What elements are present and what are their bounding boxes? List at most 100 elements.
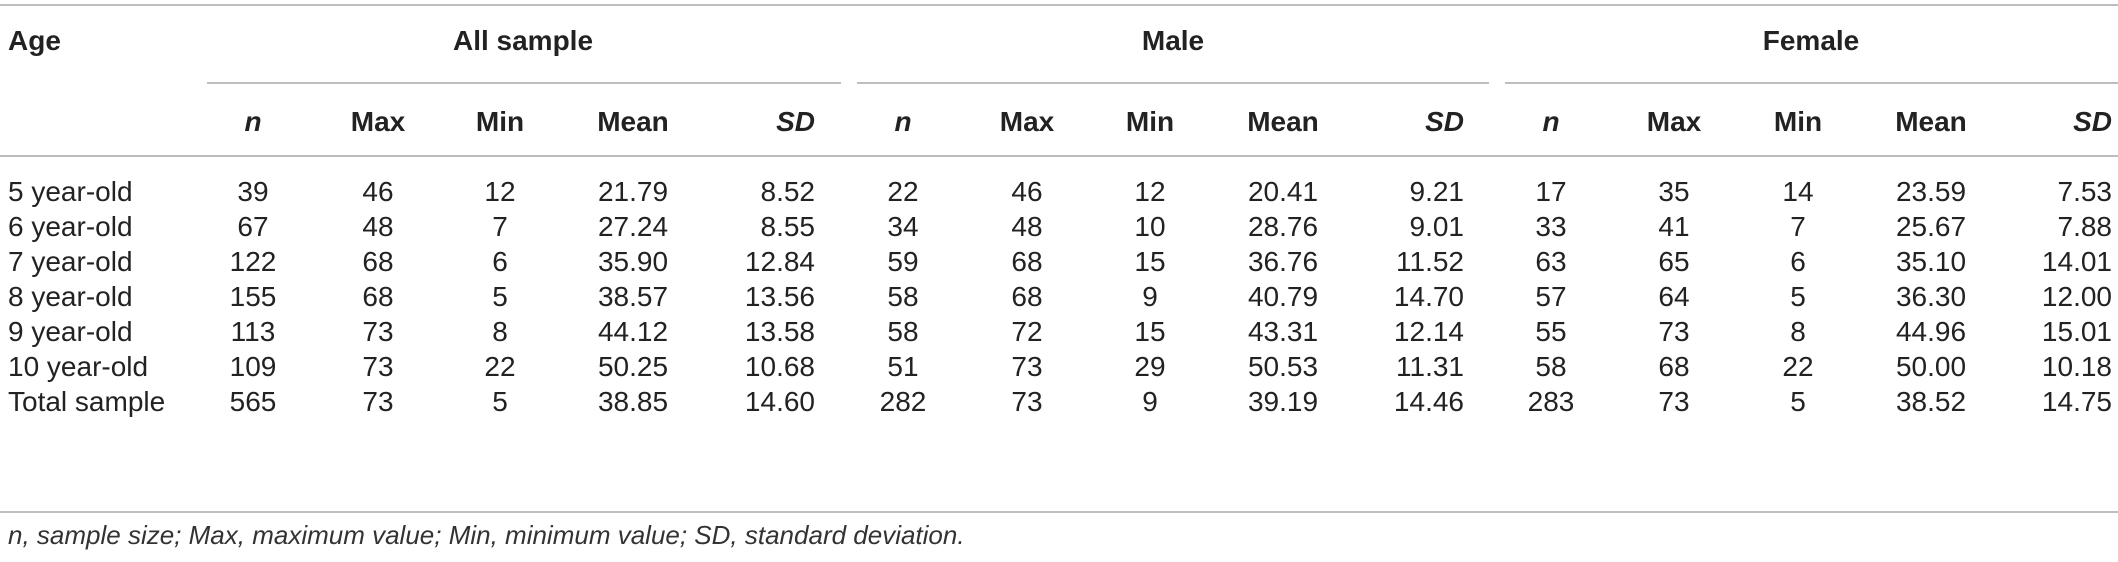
cell-all-sample-sd: 8.55	[760, 211, 816, 242]
cell-all-sample-min: 22	[484, 351, 516, 382]
cell-all-sample-min: 8	[492, 316, 508, 347]
cell-male-mean: 28.76	[1247, 211, 1319, 242]
cell-male-max: 73	[1011, 386, 1043, 417]
cell-female-sd: 7.53	[2057, 176, 2113, 207]
cell-male-min: 15	[1134, 316, 1166, 347]
cell-all-sample-n: 113	[230, 316, 276, 347]
cell-female-n: 33	[1535, 211, 1567, 242]
cell-female-n: 17	[1535, 176, 1567, 207]
cell-female-sd: 14.01	[2041, 246, 2112, 277]
cell-female-min: 5	[1790, 386, 1806, 417]
row-age-label: Total sample	[8, 386, 166, 417]
cell-female-max: 64	[1658, 281, 1690, 312]
cell-female-max: 68	[1658, 351, 1690, 382]
subheader-female-min: Min	[1773, 106, 1823, 137]
cell-female-sd: 12.00	[2041, 281, 2112, 312]
subheader-female-mean: Mean	[1895, 106, 1967, 137]
cell-male-min: 9	[1142, 386, 1158, 417]
cell-all-sample-n: 122	[229, 246, 277, 277]
cell-male-sd: 14.70	[1393, 281, 1464, 312]
cell-male-mean: 50.53	[1247, 351, 1319, 382]
cell-female-min: 7	[1790, 211, 1806, 242]
cell-male-max: 46	[1011, 176, 1043, 207]
subheader-male-n: n	[894, 106, 912, 137]
cell-female-sd: 10.18	[2041, 351, 2112, 382]
cell-female-min: 14	[1782, 176, 1814, 207]
cell-all-sample-mean: 50.25	[597, 351, 669, 382]
cell-male-min: 9	[1142, 281, 1158, 312]
subheader-male-sd: SD	[1425, 106, 1464, 137]
cell-all-sample-mean: 35.90	[597, 246, 669, 277]
group-header-all-sample: All sample	[452, 25, 594, 56]
cell-male-n: 58	[887, 281, 919, 312]
cell-all-sample-n: 39	[237, 176, 269, 207]
cell-all-sample-max: 73	[362, 351, 394, 382]
cell-male-n: 51	[887, 351, 919, 382]
subheader-all-sample-min: Min	[475, 106, 525, 137]
cell-female-mean: 35.10	[1895, 246, 1967, 277]
bottom-rule	[0, 511, 2118, 513]
subheader-male-min: Min	[1125, 106, 1175, 137]
cell-male-sd: 9.01	[1409, 211, 1465, 242]
cell-male-n: 58	[887, 316, 919, 347]
cell-female-max: 73	[1658, 316, 1690, 347]
cell-female-min: 8	[1790, 316, 1806, 347]
cell-male-mean: 20.41	[1247, 176, 1319, 207]
cell-all-sample-sd: 8.52	[760, 176, 816, 207]
cell-female-max: 73	[1658, 386, 1690, 417]
row-age-label: 9 year-old	[8, 316, 133, 347]
cell-male-mean: 43.31	[1247, 316, 1319, 347]
group-rule-female	[1505, 82, 2118, 84]
cell-all-sample-max: 46	[362, 176, 394, 207]
cell-male-mean: 36.76	[1247, 246, 1319, 277]
cell-all-sample-max: 68	[362, 281, 394, 312]
cell-female-min: 22	[1782, 351, 1814, 382]
subheader-all-sample-mean: Mean	[597, 106, 669, 137]
group-header-male: Male	[1141, 25, 1205, 56]
cell-female-min: 6	[1790, 246, 1806, 277]
subheader-all-sample-n: n	[244, 106, 262, 137]
cell-all-sample-max: 73	[362, 316, 394, 347]
subheader-all-sample-max: Max	[350, 106, 406, 137]
subheader-male-mean: Mean	[1247, 106, 1319, 137]
cell-male-n: 59	[887, 246, 919, 277]
cell-male-min: 12	[1134, 176, 1166, 207]
cell-male-max: 72	[1011, 316, 1043, 347]
group-rule-all-sample	[207, 82, 841, 84]
cell-male-n: 22	[887, 176, 919, 207]
cell-all-sample-max: 73	[362, 386, 394, 417]
cell-all-sample-mean: 44.12	[597, 316, 669, 347]
header-bottom-rule	[0, 155, 2118, 157]
cell-female-mean: 38.52	[1895, 386, 1967, 417]
cell-all-sample-n: 565	[229, 386, 277, 417]
cell-female-max: 35	[1658, 176, 1690, 207]
subheader-female-max: Max	[1646, 106, 1702, 137]
subheader-female-n: n	[1542, 106, 1560, 137]
cell-male-sd: 14.46	[1393, 386, 1464, 417]
cell-all-sample-mean: 21.79	[597, 176, 669, 207]
cell-male-mean: 39.19	[1247, 386, 1319, 417]
cell-all-sample-sd: 10.68	[744, 351, 815, 382]
subheader-male-max: Max	[999, 106, 1055, 137]
cell-female-mean: 25.67	[1895, 211, 1967, 242]
cell-male-n: 34	[887, 211, 919, 242]
cell-all-sample-mean: 27.24	[597, 211, 669, 242]
cell-male-max: 68	[1011, 246, 1043, 277]
table-footnote: n, sample size; Max, maximum value; Min,…	[8, 520, 965, 550]
row-age-label: 6 year-old	[8, 211, 133, 242]
cell-female-n: 283	[1527, 386, 1575, 417]
cell-female-mean: 50.00	[1895, 351, 1967, 382]
cell-all-sample-n: 67	[237, 211, 269, 242]
cell-all-sample-sd: 13.56	[744, 281, 815, 312]
cell-female-n: 55	[1535, 316, 1567, 347]
group-rule-male	[857, 82, 1489, 84]
cell-female-mean: 44.96	[1895, 316, 1967, 347]
cell-all-sample-min: 5	[492, 386, 508, 417]
cell-female-n: 58	[1535, 351, 1567, 382]
cell-all-sample-min: 12	[484, 176, 516, 207]
cell-all-sample-max: 68	[362, 246, 394, 277]
age-column-header: Age	[8, 25, 61, 56]
cell-female-sd: 15.01	[2041, 316, 2112, 347]
cell-male-n: 282	[879, 386, 927, 417]
